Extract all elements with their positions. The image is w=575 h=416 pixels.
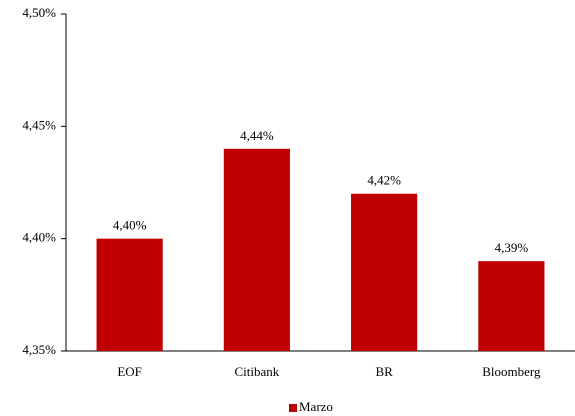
y-tick-label: 4,45% (22, 117, 56, 132)
y-tick-label: 4,40% (22, 230, 56, 245)
legend-swatch (289, 404, 297, 412)
bar (478, 261, 545, 351)
x-tick-label: Citibank (234, 364, 279, 379)
x-tick-label: Bloomberg (482, 364, 541, 379)
value-label: 4,42% (367, 173, 401, 188)
x-tick-label: EOF (117, 364, 142, 379)
y-tick-label: 4,35% (22, 342, 56, 357)
bar (351, 193, 418, 351)
value-label: 4,40% (113, 218, 147, 233)
value-label: 4,39% (495, 240, 529, 255)
x-tick-label: BR (375, 364, 393, 379)
value-label: 4,44% (240, 128, 274, 143)
bar (223, 148, 290, 351)
legend-label: Marzo (299, 399, 333, 414)
y-tick-label: 4,50% (22, 5, 56, 20)
bar (96, 238, 163, 351)
